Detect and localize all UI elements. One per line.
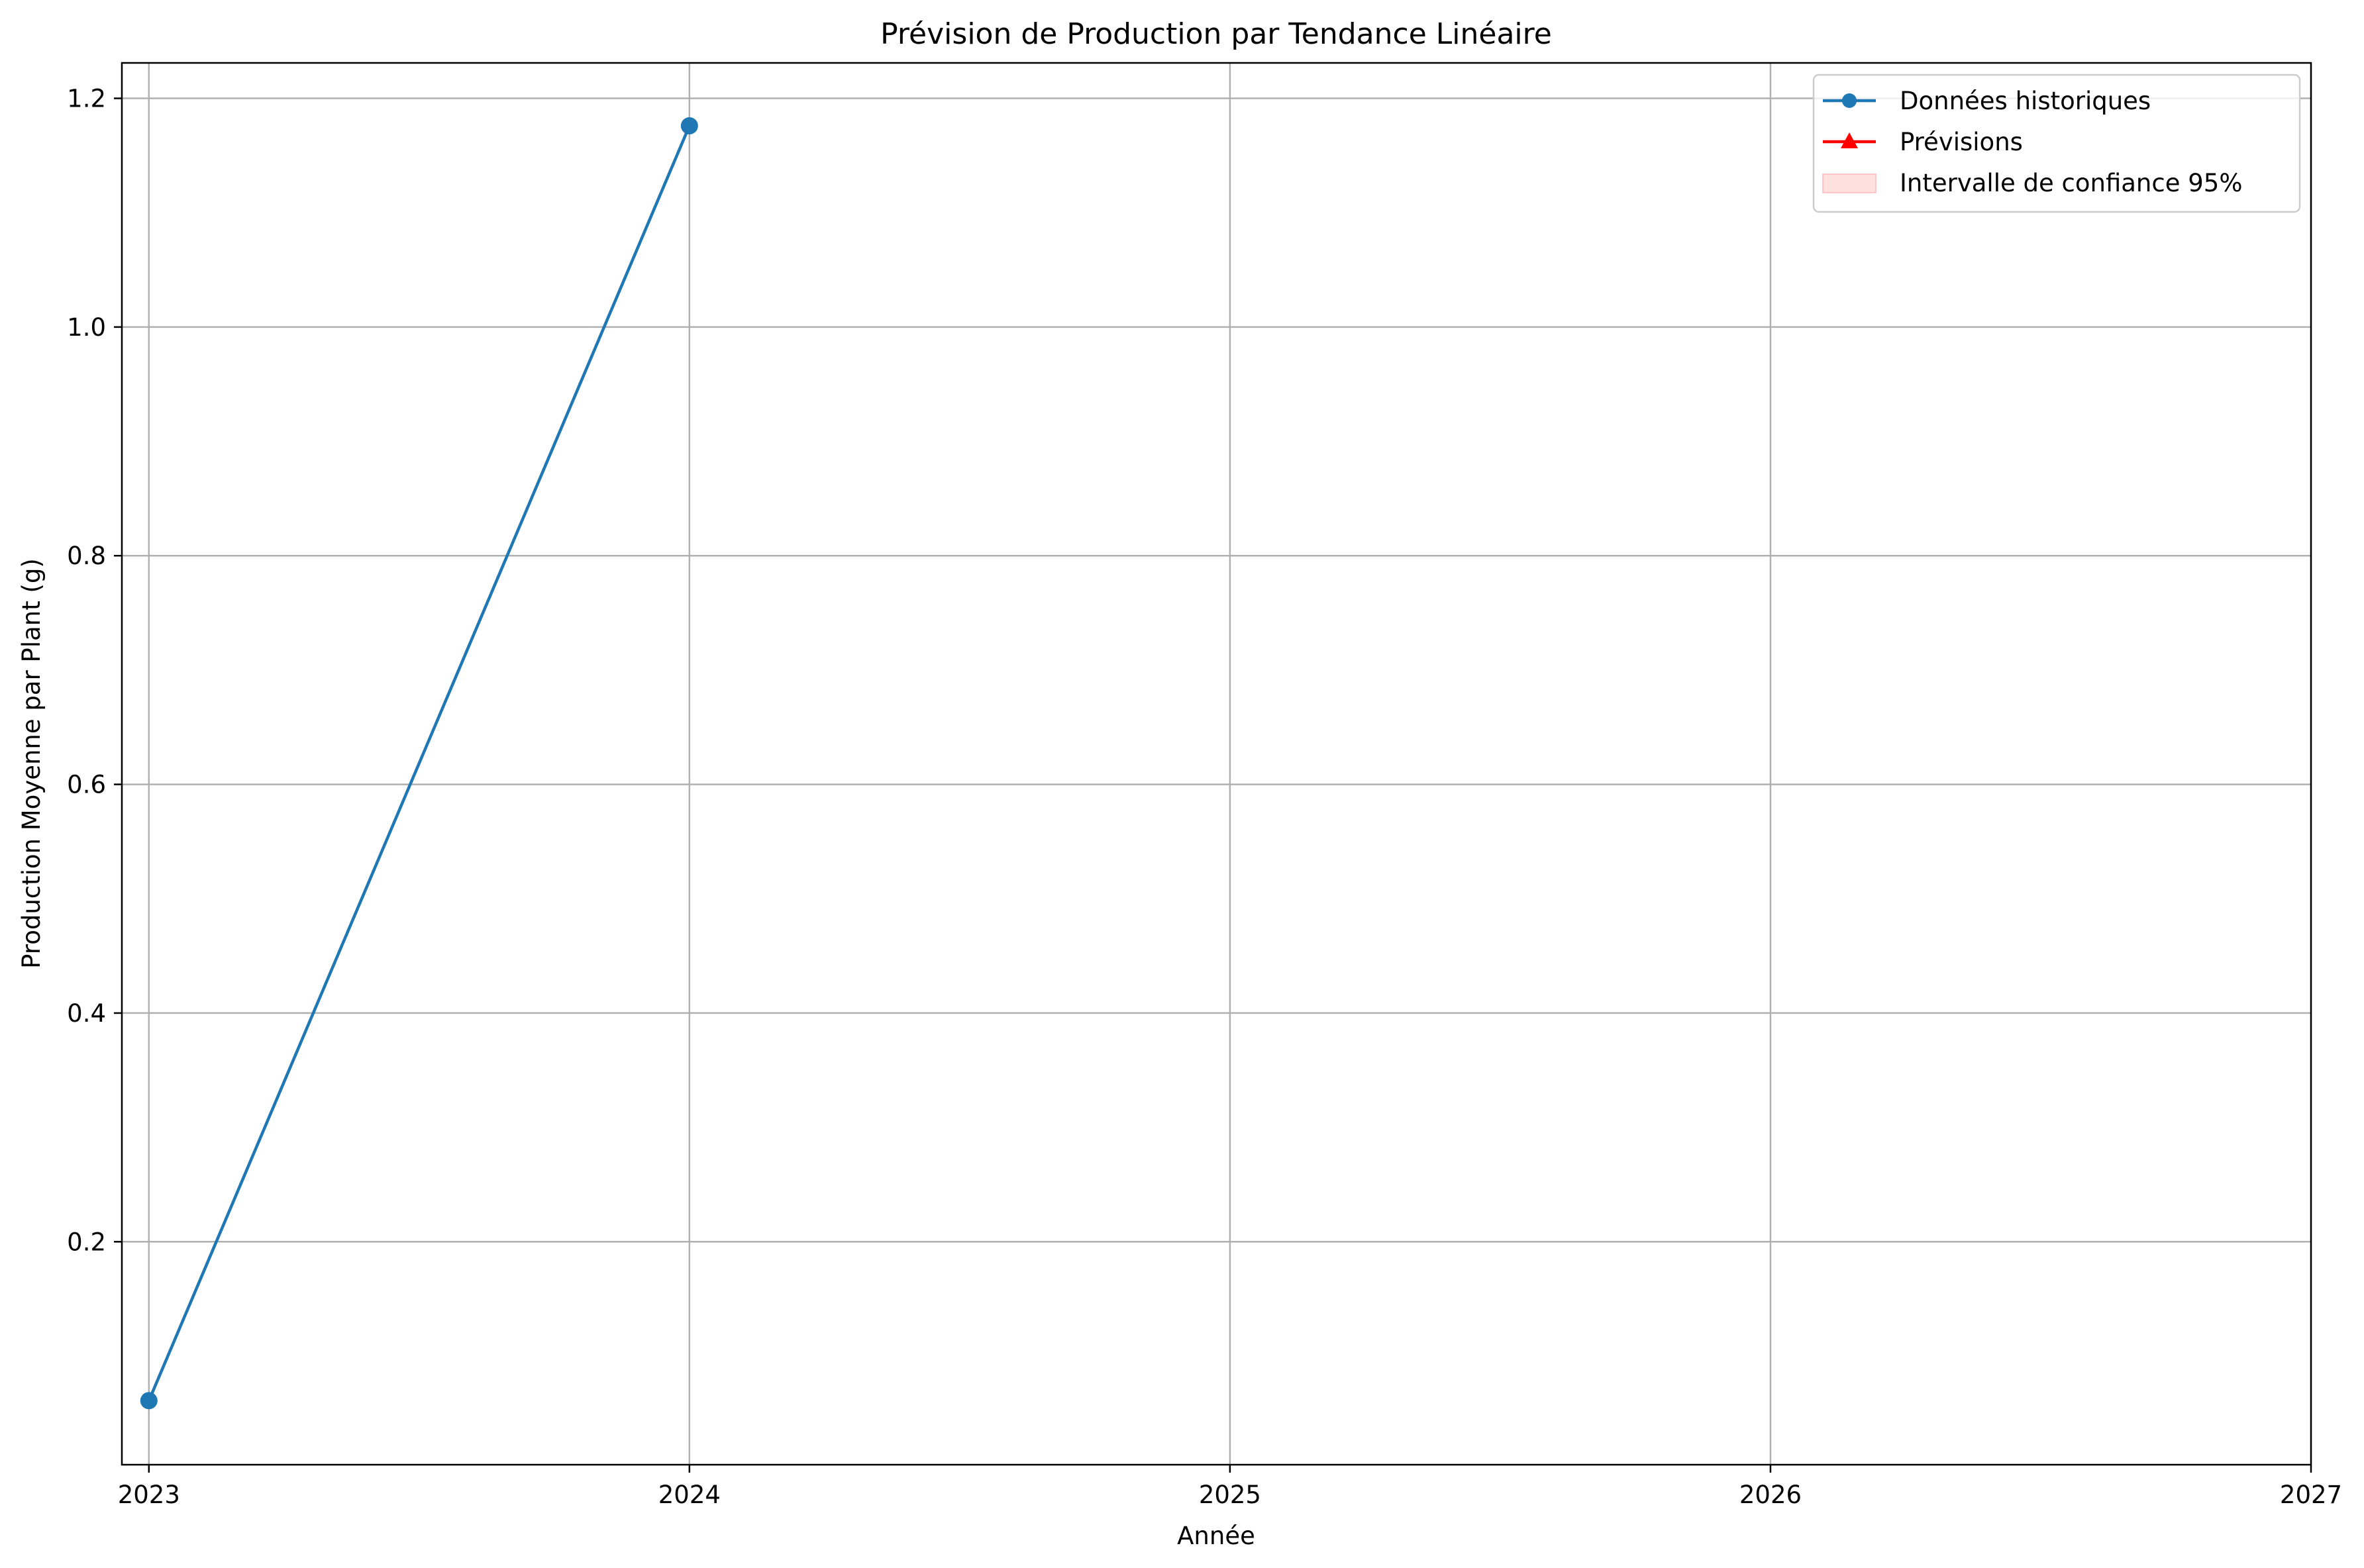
- axis-ticks: 2023 2024 2025 2026 2027 0.2 0.4 0.6 0.8 1.0 1.2: [67, 85, 2342, 1509]
- x-axis-label: Année: [1177, 1522, 1255, 1550]
- legend-entry-intervalle: Intervalle de confiance 95%: [1822, 169, 2242, 197]
- y-tick-label: 0.4: [67, 999, 106, 1028]
- series-layer: [140, 117, 698, 1410]
- y-tick-label: 0.2: [67, 1228, 106, 1256]
- legend-label-previsions: Prévisions: [1900, 128, 2023, 156]
- data-point: [140, 1392, 158, 1410]
- legend-label-historique: Données historiques: [1900, 87, 2151, 115]
- legend: Données historiques Prévisions Intervall…: [1812, 74, 2301, 213]
- legend-entry-previsions: Prévisions: [1823, 128, 2023, 156]
- legend-box: [1812, 74, 2301, 213]
- legend-circle-marker: [1842, 93, 1857, 108]
- legend-triangle-marker: [1841, 132, 1858, 148]
- chart-title: Prévision de Production par Tendance Lin…: [880, 17, 1552, 51]
- x-tick-label: 2027: [2280, 1481, 2342, 1509]
- legend-label-intervalle: Intervalle de confiance 95%: [1900, 169, 2242, 197]
- x-tick-label: 2023: [118, 1481, 180, 1509]
- legend-band-swatch: [1822, 173, 1876, 193]
- y-tick-label: 1.2: [67, 85, 106, 113]
- y-tick-label: 1.0: [67, 313, 106, 342]
- plot-area: [122, 63, 2311, 1465]
- x-tick-label: 2024: [658, 1481, 721, 1509]
- y-tick-label: 0.8: [67, 542, 106, 570]
- series-line-0: [147, 125, 691, 1402]
- x-tick-label: 2026: [1739, 1481, 1802, 1509]
- x-tick-label: 2025: [1199, 1481, 1261, 1509]
- plot-frame: [121, 62, 2312, 1466]
- data-point: [680, 117, 698, 134]
- y-axis-label: Production Moyenne par Plant (g): [17, 558, 46, 969]
- y-tick-label: 0.6: [67, 771, 106, 799]
- legend-entry-historique: Données historiques: [1823, 87, 2151, 115]
